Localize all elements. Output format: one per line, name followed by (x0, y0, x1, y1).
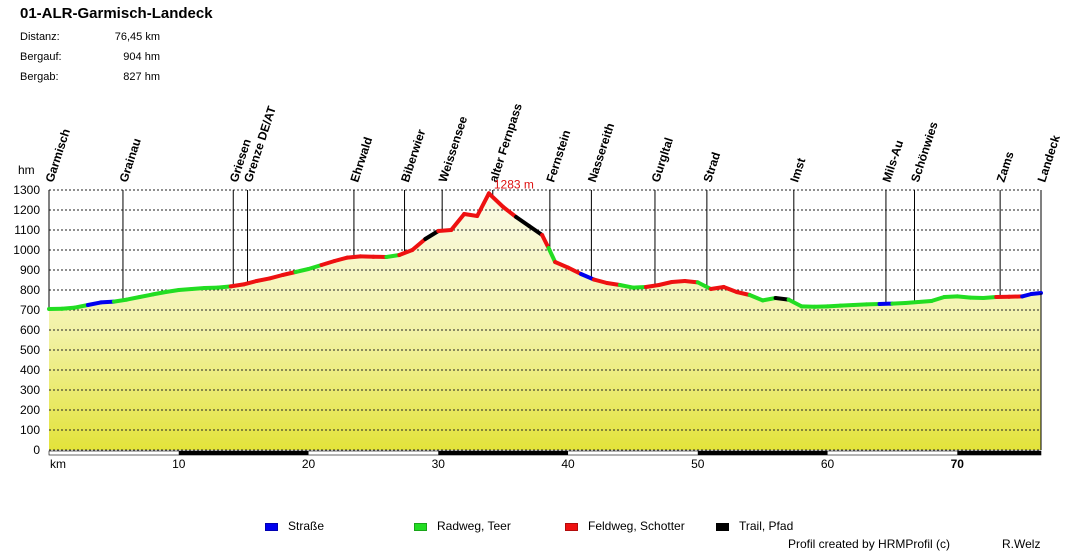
waypoint-label-13: Mils-Au (879, 138, 906, 184)
y-tick-label-1000: 1000 (13, 243, 40, 257)
y-tick-label-1300: 1300 (13, 183, 40, 197)
waypoint-label-8: Fernstein (543, 128, 573, 184)
waypoint-label-14: Schönwies (908, 120, 941, 184)
legend-label-gravel: Feldweg, Schotter (588, 519, 685, 533)
waypoint-label-11: Strad (700, 150, 723, 184)
waypoint-label-7: alter Fernpass (486, 101, 525, 184)
y-tick-label-1100: 1100 (14, 223, 40, 237)
x-tick-label-40: 40 (561, 457, 575, 471)
waypoint-label-12: Imst (787, 156, 808, 184)
y-tick-label-900: 900 (20, 263, 40, 277)
waypoint-label-15: Zams (994, 149, 1017, 183)
x-axis-label: km (50, 457, 66, 471)
waypoint-label-10: Gurgltal (649, 136, 677, 184)
waypoint-label-4: Ehrwald (347, 135, 375, 184)
legend-swatch-trail (716, 523, 729, 531)
y-tick-label-1200: 1200 (13, 203, 40, 217)
x-axis-segment-10 (179, 451, 309, 455)
legend-swatch-bike (414, 523, 427, 531)
peak-label: 1283 m (494, 177, 534, 191)
legend-swatch-road (265, 523, 278, 531)
legend-item-trail: Trail, Pfad (716, 519, 793, 533)
profile-segment-77 (1031, 293, 1041, 294)
y-tick-label-200: 200 (20, 403, 40, 417)
x-tick-label-30: 30 (432, 457, 446, 471)
credit-text: Profil created by HRMProfil (c) (788, 537, 950, 551)
x-tick-label-60: 60 (821, 457, 835, 471)
y-tick-label-500: 500 (20, 343, 40, 357)
legend-swatch-gravel (565, 523, 578, 531)
waypoint-label-5: Biberwier (398, 127, 428, 184)
legend-item-road: Straße (265, 519, 324, 533)
waypoint-label-16: Landeck (1035, 133, 1063, 184)
legend-item-gravel: Feldweg, Schotter (565, 519, 685, 533)
y-axis-label: hm (18, 163, 35, 177)
x-axis-segment-50 (698, 451, 828, 455)
y-tick-label-700: 700 (20, 303, 40, 317)
waypoint-label-1: Grainau (117, 136, 144, 183)
waypoint-label-0: Garmisch (43, 127, 73, 184)
waypoint-label-6: Weissensee (436, 114, 471, 184)
x-axis-segment-70 (957, 451, 1041, 455)
x-tick-label-10: 10 (172, 457, 186, 471)
y-tick-label-100: 100 (20, 423, 40, 437)
author-text: R.Welz (1002, 537, 1040, 551)
x-axis-segment-30 (438, 451, 568, 455)
y-tick-label-0: 0 (33, 443, 40, 457)
x-tick-label-20: 20 (302, 457, 316, 471)
legend-label-bike: Radweg, Teer (437, 519, 511, 533)
legend-label-road: Straße (288, 519, 324, 533)
y-tick-label-600: 600 (20, 323, 40, 337)
legend-label-trail: Trail, Pfad (739, 519, 793, 533)
y-tick-label-400: 400 (20, 363, 40, 377)
y-tick-label-300: 300 (20, 383, 40, 397)
elevation-area (49, 193, 1041, 450)
x-tick-label-70: 70 (951, 457, 965, 471)
y-tick-label-800: 800 (20, 283, 40, 297)
legend-item-bike: Radweg, Teer (414, 519, 511, 533)
x-tick-label-50: 50 (691, 457, 705, 471)
waypoint-label-9: Nassereith (585, 121, 617, 184)
